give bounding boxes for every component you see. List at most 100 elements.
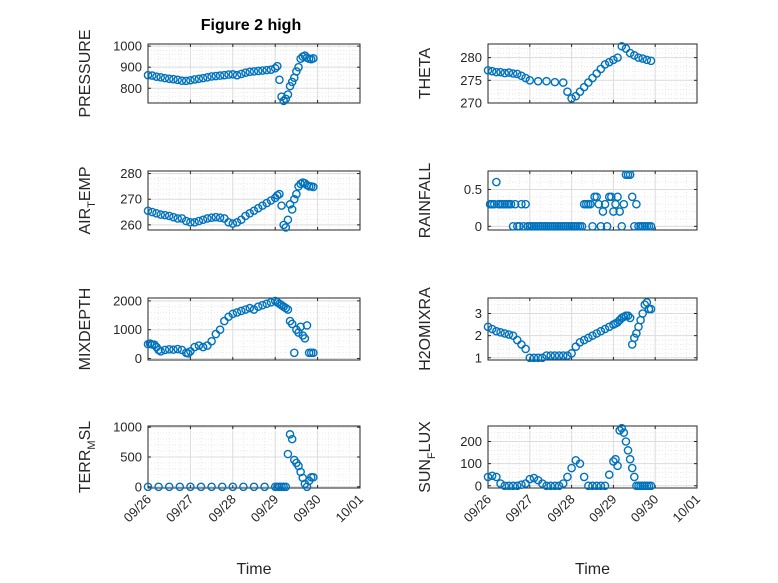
data-point: [228, 482, 238, 492]
data-point: [504, 330, 514, 339]
data-point: [621, 437, 631, 446]
data-point: [253, 302, 263, 311]
data-point: [203, 341, 212, 350]
data-point: [215, 213, 225, 222]
data-point: [558, 479, 568, 488]
x-tick-label: 09/26: [121, 492, 155, 526]
data-point: [285, 430, 295, 439]
y-axis-label: PRESSURE: [77, 29, 94, 117]
data-point: [220, 70, 229, 80]
data-point: [602, 222, 612, 231]
x-tick-label: 09/26: [461, 492, 495, 526]
data-point: [613, 461, 622, 471]
data-point: [615, 426, 624, 435]
data-point: [512, 481, 522, 491]
data-point: [600, 60, 610, 69]
data-point: [492, 472, 501, 482]
data-point: [510, 199, 520, 209]
data-point: [504, 481, 514, 491]
data-point: [309, 472, 318, 482]
x-tick-label: 09/29: [586, 492, 620, 526]
subplot-6: 1 2 3 H2OMIXRA: [417, 287, 698, 371]
y-tick-label: 1000: [113, 39, 142, 54]
y-tick-label: 200: [460, 434, 482, 449]
data-point: [154, 482, 163, 492]
data-point: [634, 53, 643, 62]
data-point: [287, 77, 297, 87]
data-point: [575, 337, 585, 347]
data-point: [542, 351, 551, 360]
x-tick-label: 09/30: [290, 492, 324, 526]
data-point: [592, 481, 601, 491]
data-point: [266, 65, 276, 75]
data-point: [613, 53, 622, 62]
data-point: [646, 481, 656, 491]
data-point: [646, 304, 656, 314]
data-point: [294, 62, 303, 72]
axes-frame: [147, 297, 361, 361]
data-point: [517, 71, 526, 81]
data-point: [538, 353, 547, 363]
y-tick-label: 280: [460, 50, 482, 65]
y-axis-label: MIXDEPTH: [77, 288, 94, 371]
axes-frame: [147, 170, 361, 231]
data-point: [152, 209, 161, 218]
data-point: [143, 206, 153, 216]
data-point: [584, 481, 593, 491]
data-point: [563, 87, 572, 96]
data-point: [529, 353, 539, 363]
data-point: [630, 222, 639, 231]
data-point: [258, 66, 267, 75]
data-point: [203, 214, 212, 223]
data-point: [283, 449, 293, 459]
data-point: [156, 347, 166, 356]
data-point: [196, 482, 206, 492]
data-point: [260, 482, 269, 492]
data-point: [596, 222, 606, 231]
data-point: [275, 75, 284, 85]
data-point: [623, 446, 633, 455]
data-point: [292, 189, 301, 199]
data-point: [281, 303, 291, 313]
data-point: [525, 353, 535, 363]
data-point: [198, 342, 208, 352]
data-point: [483, 66, 493, 75]
x-tick-label: 09/30: [628, 492, 662, 526]
subplot-4: 0 0.5 RAINFALL: [417, 163, 698, 238]
data-point: [512, 69, 522, 79]
y-tick-label: 3: [475, 306, 482, 321]
y-tick-label: 1000: [113, 322, 142, 337]
data-point: [147, 71, 157, 80]
data-point: [203, 72, 212, 82]
data-point: [492, 67, 501, 77]
data-point: [577, 222, 587, 231]
y-axis-label: TERRMSL: [77, 421, 98, 493]
data-point: [609, 55, 618, 65]
data-point: [630, 51, 639, 60]
data-point: [245, 303, 255, 313]
plot-area: [148, 44, 360, 103]
data-point: [169, 345, 178, 354]
axes-frame: [487, 425, 698, 489]
data-point: [592, 329, 601, 338]
data-point: [492, 177, 501, 187]
data-point: [563, 472, 572, 482]
data-point: [517, 199, 526, 209]
data-point: [538, 479, 547, 488]
data-point: [638, 54, 647, 63]
data-point: [281, 94, 291, 104]
data-point: [598, 207, 608, 216]
data-point: [279, 96, 288, 106]
data-point: [249, 67, 259, 76]
data-point: [617, 41, 627, 51]
data-point: [232, 308, 242, 317]
data-point: [519, 222, 528, 231]
data-point: [164, 74, 174, 84]
data-point: [500, 329, 510, 338]
data-point: [194, 74, 204, 84]
data-point: [253, 203, 263, 213]
data-point: [186, 482, 195, 492]
data-point: [194, 216, 204, 226]
data-point: [169, 74, 178, 84]
data-point: [630, 333, 639, 343]
